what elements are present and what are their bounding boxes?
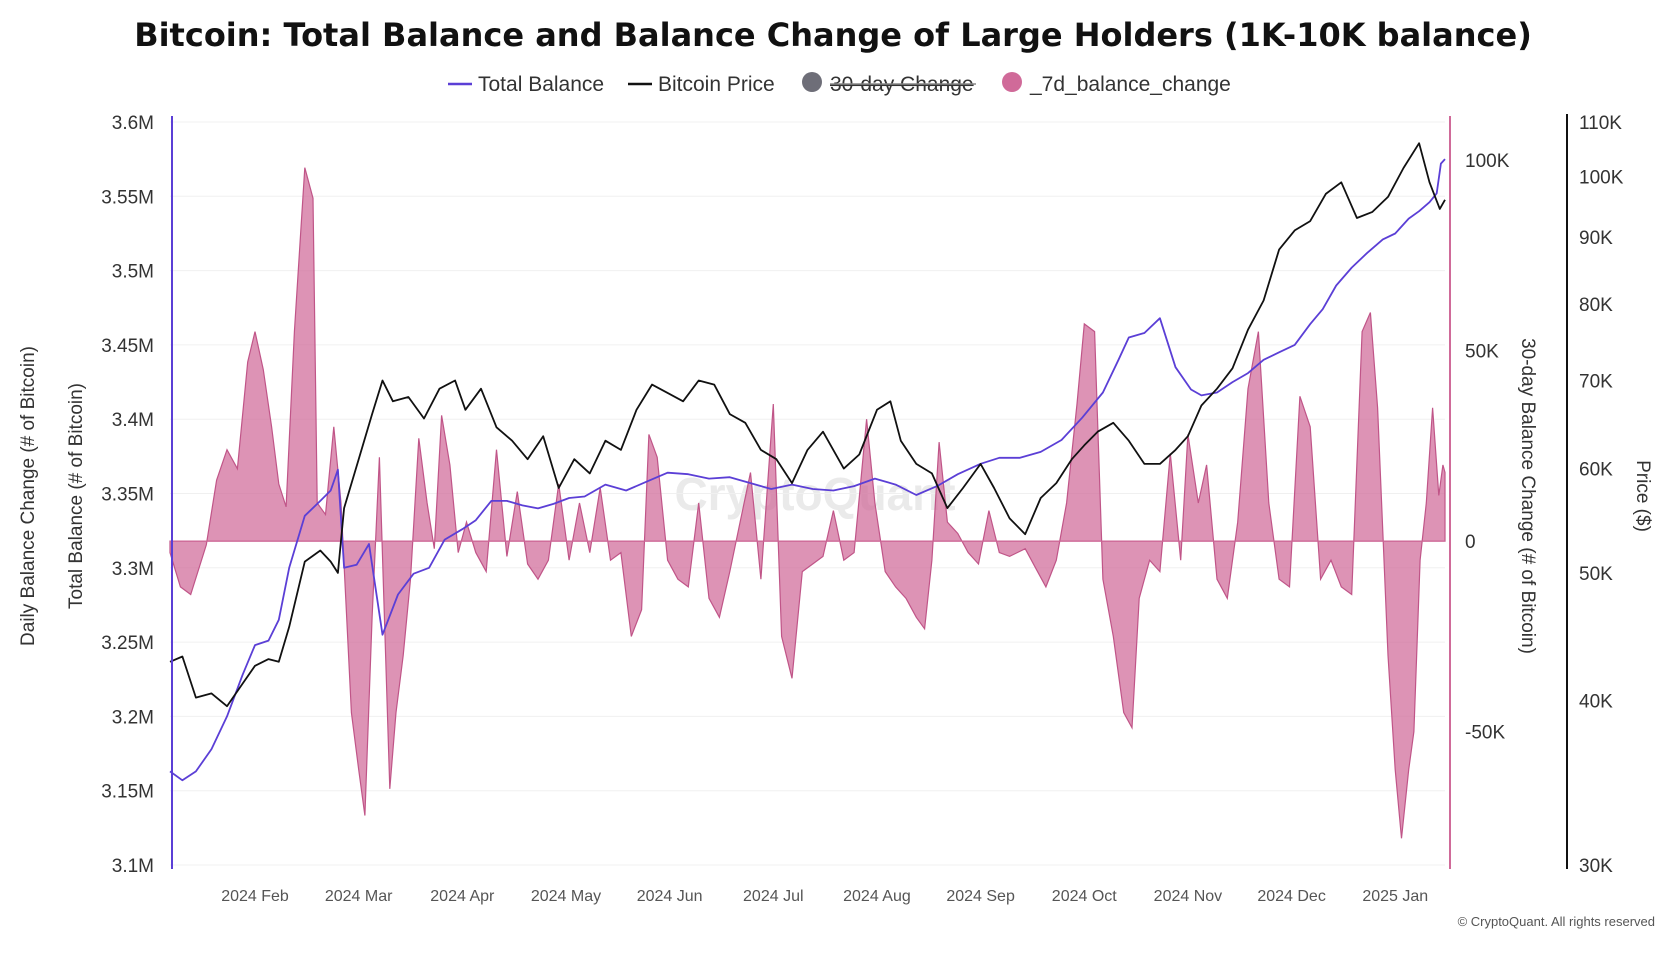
x-tick-label: 2024 Mar [325, 888, 393, 905]
legend-marker-30-day-change [802, 72, 822, 92]
legend-marker-7d-balance-change [1002, 72, 1022, 92]
y-left-tick-label: 3.5M [112, 262, 154, 283]
y-left-tick-label: 3.35M [101, 485, 154, 506]
area-layer [169, 167, 1446, 839]
x-tick-label: 2024 Oct [1052, 888, 1117, 905]
credit: © CryptoQuant. All rights reserved [1458, 914, 1655, 929]
y-left-tick-label: 3.1M [112, 856, 154, 877]
legend: Total Balance Bitcoin Price 30-day Chang… [448, 72, 1231, 96]
y-axis-title-right1: 30-day Balance Change (# of Bitcoin) [1517, 338, 1538, 654]
y-left-tick-label: 3.55M [101, 187, 154, 208]
y-right2-tick-label: 50K [1579, 564, 1613, 585]
y-right2-tick-label: 90K [1579, 228, 1613, 249]
y-right1-tick-label: 50K [1465, 342, 1499, 363]
y-right2-tick-label: 60K [1579, 460, 1613, 481]
y-axis-title-outer-left: Daily Balance Change (# of Bitcoin) [18, 346, 39, 646]
legend-label-bitcoin-price: Bitcoin Price [658, 73, 775, 96]
x-tick-label: 2024 Nov [1154, 888, 1223, 905]
x-tick-label: 2024 Feb [221, 888, 289, 905]
legend-label-7d-balance-change: _7d_balance_change [1029, 73, 1231, 96]
y-axis-title-right2: Price ($) [1632, 460, 1653, 532]
x-tick-label: 2025 Jan [1362, 888, 1428, 905]
y-left-tick-label: 3.3M [112, 559, 154, 580]
y-left-tick-label: 3.45M [101, 336, 154, 357]
y-left-tick-label: 3.6M [112, 113, 154, 134]
ticks: 3.6M 3.55M 3.5M 3.45M 3.4M 3.35M 3.3M 3.25M 3.2M… [101, 113, 1624, 905]
x-tick-label: 2024 May [531, 888, 601, 905]
chart-title: Bitcoin: Total Balance and Balance Chang… [134, 16, 1532, 54]
legend-item-30-day-change[interactable]: 30-day Change [802, 72, 976, 96]
x-tick-label: 2024 Dec [1257, 888, 1326, 905]
y-left-tick-label: 3.4M [112, 410, 154, 431]
series-line-bitcoin-price[interactable] [169, 142, 1446, 708]
line-layer [169, 142, 1446, 782]
y-right2-tick-label: 30K [1579, 856, 1613, 877]
legend-item-total-balance[interactable]: Total Balance [448, 73, 604, 96]
legend-label-total-balance: Total Balance [478, 73, 604, 96]
y-right2-tick-label: 70K [1579, 371, 1613, 392]
x-tick-label: 2024 Aug [843, 888, 911, 905]
legend-item-7d-balance-change[interactable]: _7d_balance_change [1002, 72, 1231, 96]
y-left-tick-label: 3.15M [101, 782, 154, 803]
axes [171, 114, 1568, 869]
legend-item-bitcoin-price[interactable]: Bitcoin Price [628, 73, 775, 96]
y-right1-tick-label: 100K [1465, 151, 1510, 172]
x-tick-label: 2024 Apr [430, 888, 495, 905]
y-right2-tick-label: 40K [1579, 691, 1613, 712]
y-right1-tick-label: 0 [1465, 532, 1476, 553]
x-tick-label: 2024 Jul [743, 888, 804, 905]
y-right2-tick-label: 100K [1579, 168, 1624, 189]
y-right2-tick-label: 110K [1579, 113, 1622, 134]
y-right1-tick-label: -50K [1465, 723, 1505, 744]
x-tick-label: 2024 Jun [637, 888, 703, 905]
x-tick-label: 2024 Sep [946, 888, 1015, 905]
series-line-total-balance[interactable] [169, 158, 1446, 782]
y-axis-title-left: Total Balance (# of Bitcoin) [66, 383, 87, 609]
y-left-tick-label: 3.25M [101, 633, 154, 654]
y-left-tick-label: 3.2M [112, 707, 154, 728]
y-right2-tick-label: 80K [1579, 295, 1613, 316]
